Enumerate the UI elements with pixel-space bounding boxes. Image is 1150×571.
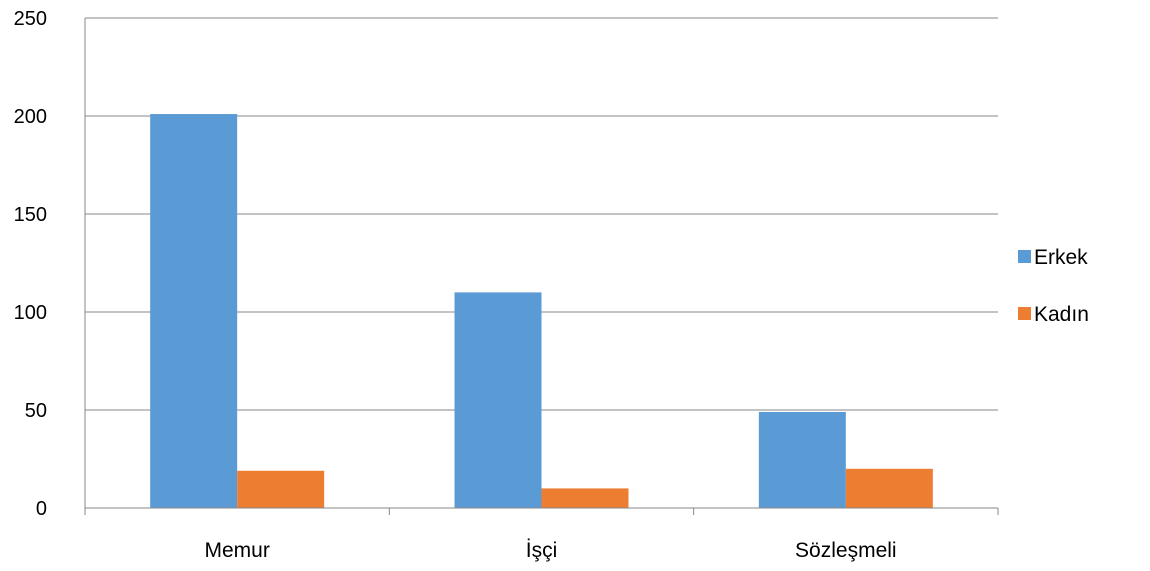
legend-label-0: Erkek	[1034, 246, 1088, 269]
bar-erkek-1	[454, 292, 542, 508]
y-tick-label: 100	[14, 302, 47, 324]
bars	[150, 114, 933, 508]
x-category-label: Memur	[204, 539, 269, 562]
y-tick-label: 200	[14, 106, 47, 128]
y-tick-label: 150	[14, 204, 47, 226]
y-tick-labels: 0 50 100 150 200 250	[14, 8, 47, 520]
legend: Erkek Kadın	[1018, 246, 1089, 326]
bar-kadın-1	[541, 488, 629, 508]
y-tick-label: 50	[25, 400, 47, 422]
legend-label-1: Kadın	[1034, 303, 1089, 326]
bar-kadın-2	[845, 468, 933, 508]
y-tick-label: 0	[36, 498, 47, 520]
y-tick-label: 250	[14, 8, 47, 30]
legend-swatch-0	[1018, 250, 1031, 263]
bar-erkek-0	[150, 114, 238, 508]
x-category-label: Sözleşmeli	[795, 539, 897, 562]
axes	[84, 18, 999, 515]
x-category-labels: Memur İşçi Sözleşmeli	[204, 539, 896, 562]
legend-swatch-1	[1018, 307, 1031, 320]
x-category-label: İşçi	[526, 539, 558, 562]
bar-erkek-2	[758, 411, 846, 508]
bar-kadın-0	[237, 470, 325, 508]
